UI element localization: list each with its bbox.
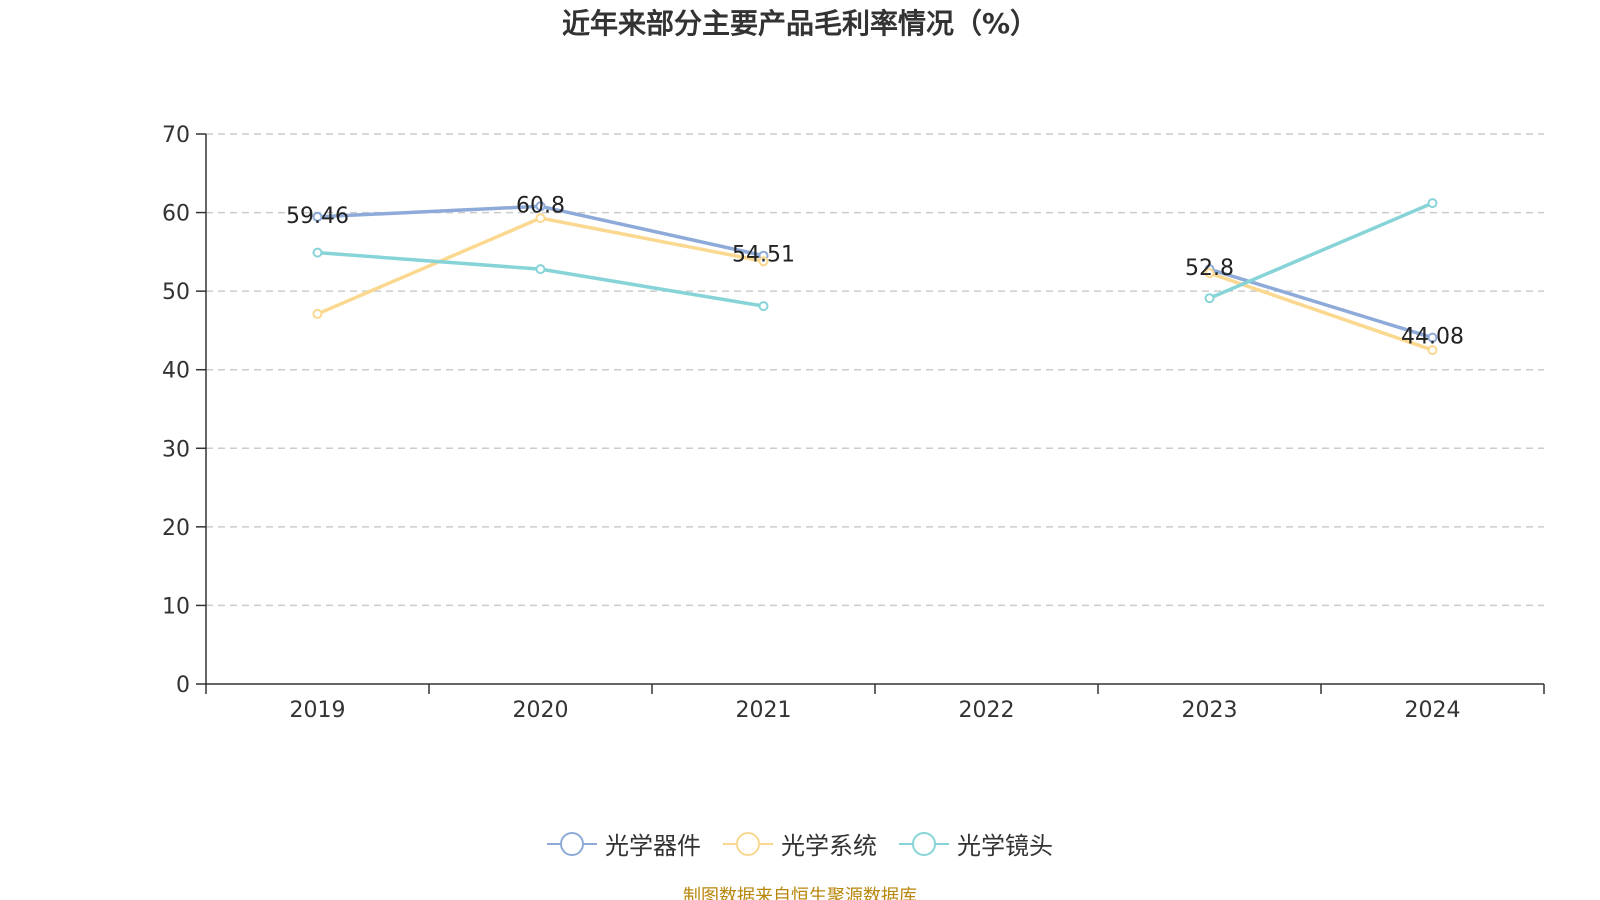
data-label: 54.51 [732, 243, 795, 268]
y-tick-label: 20 [162, 516, 190, 541]
x-tick-label: 2020 [513, 698, 569, 723]
data-label: 59.46 [286, 204, 349, 229]
source-note: 制图数据来自恒生聚源数据库 [683, 886, 917, 900]
x-tick-label: 2019 [290, 698, 346, 723]
x-tick-label: 2024 [1405, 698, 1461, 723]
data-label: 60.8 [516, 193, 565, 218]
chart-title: 近年来部分主要产品毛利率情况（%） [561, 7, 1039, 40]
y-tick-label: 30 [162, 437, 190, 462]
y-tick-label: 70 [162, 123, 190, 148]
series-line [1208, 271, 1434, 352]
data-point [1204, 268, 1215, 279]
legend-marker-icon [547, 831, 597, 856]
data-point [535, 264, 546, 275]
data-label: 52.8 [1185, 256, 1234, 281]
legend-item[interactable]: 光学系统 [723, 826, 877, 861]
data-point [1427, 198, 1438, 209]
y-tick-label: 50 [162, 280, 190, 305]
data-label: 44.08 [1401, 325, 1464, 350]
x-tick-label: 2022 [959, 698, 1015, 723]
x-tick-label: 2023 [1182, 698, 1238, 723]
data-point [1427, 345, 1438, 356]
legend-label: 光学器件 [605, 832, 701, 860]
series-line [1208, 201, 1434, 300]
data-point [1427, 332, 1438, 343]
data-point [312, 211, 323, 222]
data-point [1204, 293, 1215, 304]
legend-item[interactable]: 光学器件 [547, 826, 701, 861]
legend-marker-icon [899, 831, 949, 856]
data-point [758, 256, 769, 267]
y-tick-label: 60 [162, 202, 190, 227]
data-point [535, 213, 546, 224]
data-point [535, 201, 546, 212]
legend-label: 光学系统 [781, 832, 877, 860]
chart-legend: 光学器件 光学系统 光学镜头 [0, 826, 1600, 861]
x-tick-label: 2021 [736, 698, 792, 723]
legend-item[interactable]: 光学镜头 [899, 826, 1053, 861]
legend-label: 光学镜头 [957, 832, 1053, 860]
legend-marker-icon [723, 831, 773, 856]
y-tick-label: 10 [162, 594, 190, 619]
data-point [312, 247, 323, 258]
data-point [758, 301, 769, 312]
series-line [1208, 267, 1434, 340]
data-point [312, 308, 323, 319]
series-line [317, 250, 764, 308]
y-tick-label: 0 [176, 673, 190, 698]
y-tick-label: 40 [162, 359, 190, 384]
